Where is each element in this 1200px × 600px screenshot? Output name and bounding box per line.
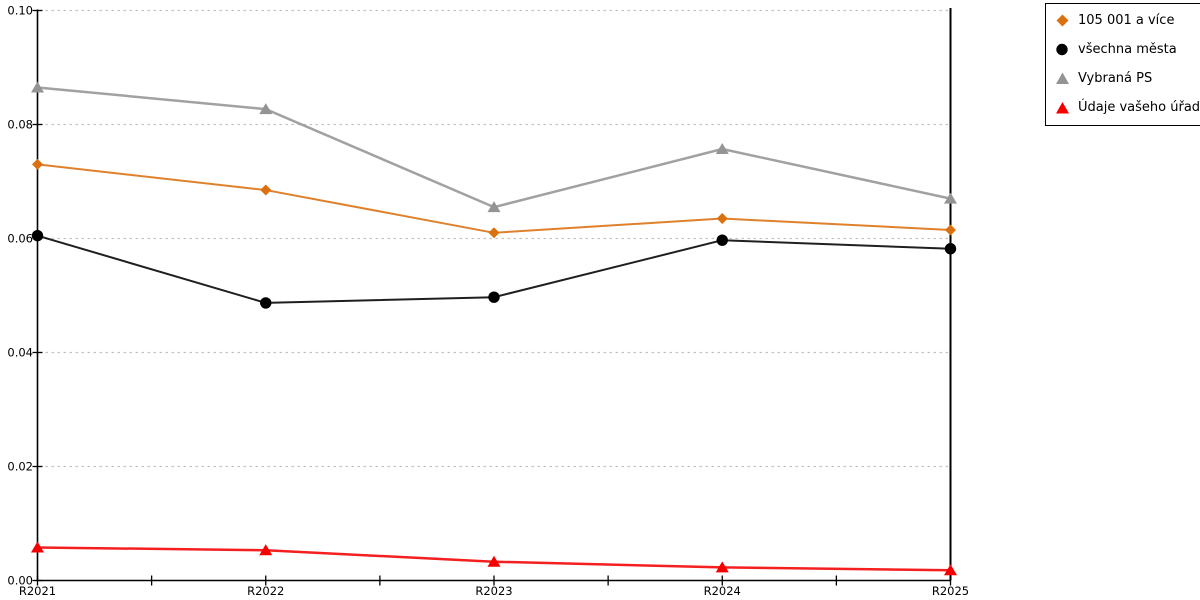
series-2 xyxy=(31,81,957,213)
y-tick-label: 0.02 xyxy=(7,460,33,474)
legend-item-label: Vybraná PS xyxy=(1078,71,1153,86)
x-tick-label: R2025 xyxy=(932,584,969,598)
legend-item-label: všechna města xyxy=(1078,42,1177,57)
x-tick-label: R2023 xyxy=(475,584,512,598)
legend-item: Údaje vašeho úřadu xyxy=(1046,93,1200,122)
legend-item: Vybraná PS xyxy=(1046,64,1200,93)
axes: 0.00 0.02 0.04 0.06 0.08 0.10 R2021 R2022 R2023 R… xyxy=(7,4,969,599)
series-1 xyxy=(31,229,957,309)
y-tick-label: 0.10 xyxy=(7,4,33,18)
series-0 xyxy=(32,158,956,239)
y-tick-label: 0.08 xyxy=(7,118,33,132)
legend-item-label: 105 001 a více xyxy=(1078,13,1175,28)
circle-icon xyxy=(1056,43,1068,56)
series-line xyxy=(36,86,952,209)
triangle-icon xyxy=(1056,72,1069,84)
triangle-icon xyxy=(1056,102,1069,114)
gridlines xyxy=(39,9,951,468)
legend-item-label: Údaje vašeho úřadu xyxy=(1078,100,1200,115)
legend: 105 001 a více všechna města Vybraná PS … xyxy=(1045,3,1200,126)
x-tick-label: R2024 xyxy=(704,584,741,598)
x-tick-label: R2021 xyxy=(19,584,56,598)
legend-item: 105 001 a více xyxy=(1046,6,1200,35)
legend-item: všechna města xyxy=(1046,35,1200,64)
diamond-icon xyxy=(1056,14,1069,27)
y-tick-label: 0.00 xyxy=(7,574,33,588)
series-line xyxy=(36,163,952,234)
y-tick-label: 0.06 xyxy=(7,232,33,246)
x-tick-label: R2022 xyxy=(247,584,284,598)
y-tick-label: 0.04 xyxy=(7,346,33,360)
series-3 xyxy=(31,541,957,576)
